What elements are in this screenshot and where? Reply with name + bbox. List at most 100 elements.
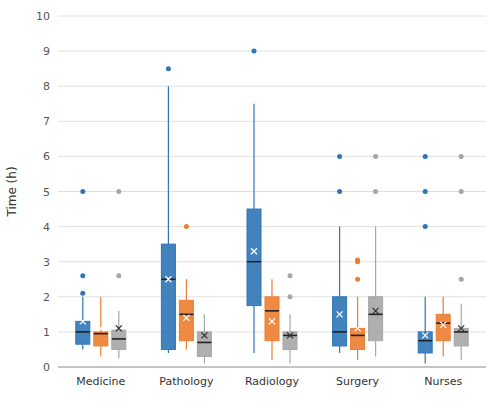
flier [459,189,464,194]
grid-line [58,156,486,157]
mean-marker [337,311,343,317]
upper-whisker [339,227,340,297]
median [265,310,279,312]
upper-whisker [82,297,83,322]
x-tick-label: Radiology [245,375,300,388]
mean-marker [269,318,275,324]
box [197,332,211,357]
box-group [418,154,432,364]
box-group [161,66,175,353]
flier [252,49,257,54]
box-group [351,257,365,360]
box-group [197,314,211,363]
lower-whisker [375,341,376,357]
lower-whisker [253,306,254,353]
y-tick-label: 7 [43,115,50,128]
mean-marker [165,276,171,282]
box-group [247,49,261,353]
mean-marker [373,308,379,314]
median [112,338,126,340]
flier [459,154,464,159]
y-tick-label: 3 [43,256,50,269]
box [112,330,126,349]
y-tick-label: 9 [43,45,50,58]
median [454,331,468,333]
flier [80,291,85,296]
page: {"chart_data": {"type": "box", "ylabel":… [0,0,500,401]
lower-whisker [425,353,426,364]
grid-line [58,86,486,87]
grid-line [58,51,486,52]
box-group [94,297,108,357]
grid-line [58,367,486,368]
y-tick-label: 10 [36,10,50,23]
box-group [179,224,193,349]
y-tick-label: 5 [43,186,50,199]
mean-marker [422,332,428,338]
box-group [333,154,347,353]
mean-marker [183,315,189,321]
flier [116,189,121,194]
x-tick-label: Pathology [159,375,214,388]
chart: 012345678910MedicinePathologyRadiologySu… [0,0,500,401]
lower-whisker [461,346,462,360]
median [436,322,450,324]
flier [355,257,360,262]
lower-whisker [168,349,169,353]
flier [373,189,378,194]
mean-marker [440,322,446,328]
flier [373,154,378,159]
x-tick-label: Medicine [76,375,125,388]
box [333,297,347,346]
grid [58,16,486,367]
y-tick-label: 6 [43,150,50,163]
upper-whisker [425,297,426,332]
flier [337,154,342,159]
box [179,300,193,340]
median [247,261,261,263]
lower-whisker [82,344,83,349]
box [369,297,383,341]
mean-marker [287,332,293,338]
box [436,314,450,340]
box [283,332,297,350]
box-group [112,189,126,358]
grid-line [58,191,486,192]
y-tick-label: 4 [43,221,50,234]
flier [80,273,85,278]
lower-whisker [443,341,444,357]
upper-whisker [271,279,272,297]
grid-line [58,261,486,262]
mean-marker [80,318,86,324]
box [265,297,279,341]
upper-whisker [168,86,169,244]
flier [459,277,464,282]
box [454,328,468,346]
box-group [436,297,450,357]
lower-whisker [186,341,187,350]
lower-whisker [118,349,119,358]
box [418,332,432,353]
box [247,209,261,306]
upper-whisker [204,314,205,332]
upper-whisker [253,104,254,209]
box [94,332,108,346]
flier [423,189,428,194]
lower-whisker [357,349,358,360]
median [351,335,365,337]
median [94,333,108,335]
y-axis-label: Time (h) [5,166,19,217]
upper-whisker [357,297,358,329]
y-tick-label: 8 [43,80,50,93]
grid-line [58,226,486,227]
lower-whisker [271,341,272,360]
upper-whisker [443,297,444,315]
median [179,314,193,316]
x-axis-line [58,367,486,368]
lower-whisker [100,346,101,357]
mean-marker [355,325,361,331]
box-group [454,154,468,360]
grid-line [58,121,486,122]
flier [166,66,171,71]
x-tick-label: Nurses [424,375,462,388]
